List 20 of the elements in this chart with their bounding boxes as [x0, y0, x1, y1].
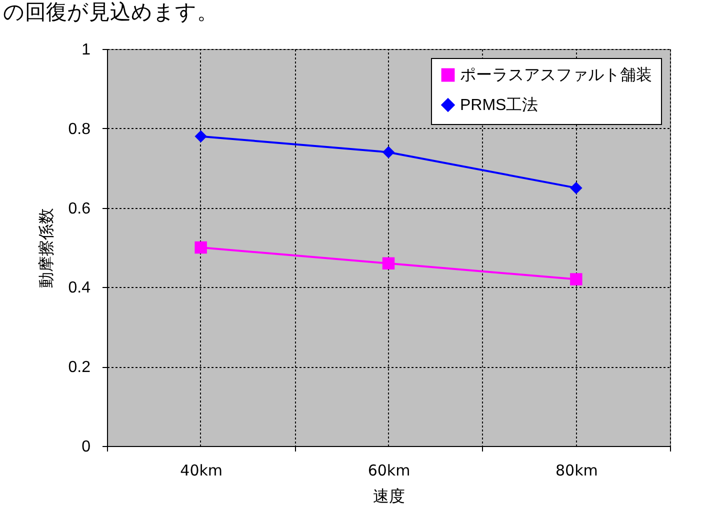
y-tick-label: 0.6 — [68, 200, 91, 218]
y-tick-label: 0 — [82, 438, 91, 456]
y-tick-label: 0.8 — [68, 120, 91, 138]
point — [194, 130, 207, 142]
x-tick-label: 60km — [368, 462, 410, 480]
text: の回復が見込めます。 — [3, 1, 218, 24]
legend-label: ポーラスアスファルト舗装 — [460, 66, 652, 84]
x-tick-label: 40km — [180, 462, 223, 480]
y-axis-title: 動摩擦係数 — [37, 208, 56, 288]
point — [570, 182, 582, 194]
legend-label: PRMS工法 — [460, 96, 538, 114]
x-axis-title: 速度 — [373, 488, 405, 506]
point — [382, 257, 395, 270]
y-tick-label: 0.4 — [68, 280, 91, 297]
x-tick-label: 80km — [555, 462, 598, 480]
point — [382, 146, 395, 158]
y-tick-label: 0.2 — [68, 359, 91, 376]
y-tick-label: 1 — [82, 42, 91, 58]
point — [570, 273, 582, 286]
point — [194, 241, 207, 254]
